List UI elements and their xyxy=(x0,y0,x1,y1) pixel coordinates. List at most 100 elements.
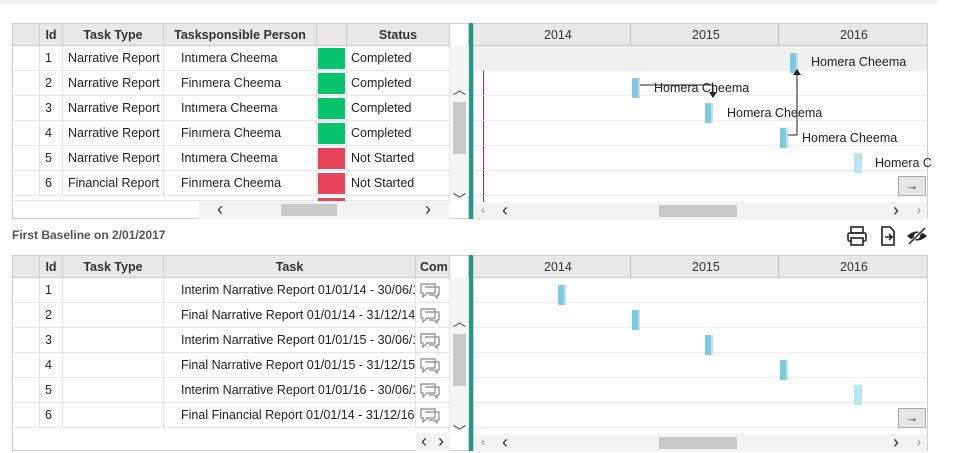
row-selector[interactable] xyxy=(13,378,40,403)
col-id[interactable]: Id xyxy=(40,24,63,46)
scroll-left-icon[interactable]: ‹ xyxy=(502,432,508,452)
scroll-down-icon[interactable]: ﹀ xyxy=(452,424,466,439)
scroll-right-icon[interactable]: › xyxy=(893,432,899,452)
col-status[interactable]: Status xyxy=(347,24,450,46)
scroll-right-icon[interactable]: › xyxy=(917,203,921,217)
row-selector[interactable] xyxy=(13,121,40,146)
table-row[interactable] xyxy=(13,196,450,201)
scroll-right-icon[interactable]: › xyxy=(438,431,444,451)
year-label: 2014 xyxy=(544,260,572,274)
gantt-bar[interactable] xyxy=(780,128,788,148)
comment-icon[interactable] xyxy=(419,282,441,300)
bottom-gantt-hscroll[interactable]: ‹ ‹ › › xyxy=(474,432,927,452)
table-row[interactable]: 3 Narrative Report Intımera Cheema Complete… xyxy=(13,96,450,121)
scroll-right-icon[interactable]: › xyxy=(425,199,431,219)
scroll-up-icon[interactable]: ︿ xyxy=(452,82,466,97)
comment-icon[interactable] xyxy=(419,382,441,400)
comment-icon[interactable] xyxy=(419,332,441,350)
row-selector[interactable] xyxy=(13,353,40,378)
row-selector[interactable] xyxy=(13,278,40,303)
table-row[interactable]: 1 Narrative Report Intımera Cheema Complete… xyxy=(13,46,450,71)
scroll-down-icon[interactable]: ﹀ xyxy=(452,192,466,207)
scroll-thumb[interactable] xyxy=(659,437,737,449)
gantt-bar[interactable] xyxy=(705,103,713,123)
baseline-bar[interactable] xyxy=(854,385,862,405)
cell-task-type xyxy=(63,403,164,428)
table-row[interactable]: 6 Final Financial Report 01/01/14 - 31/12… xyxy=(13,403,450,428)
scroll-left-icon[interactable]: ‹ xyxy=(217,199,223,219)
row-selector[interactable] xyxy=(13,328,40,353)
scroll-up-icon[interactable]: ︿ xyxy=(452,314,466,329)
baseline-bar[interactable] xyxy=(632,310,640,330)
bottom-grid-hscroll[interactable]: ‹ › xyxy=(416,431,450,451)
baseline-bar[interactable] xyxy=(780,360,788,380)
scroll-left-icon[interactable]: ‹ xyxy=(481,435,485,449)
table-row[interactable]: 1 Interim Narrative Report 01/01/14 - 30/… xyxy=(13,278,450,303)
splitter-bottom[interactable] xyxy=(469,255,473,451)
gantt-bar[interactable] xyxy=(790,53,798,73)
splitter-top[interactable] xyxy=(469,23,473,219)
row-selector[interactable] xyxy=(13,303,40,328)
bottom-grid-vscroll[interactable]: ︿ ﹀ xyxy=(450,278,469,439)
row-selector[interactable] xyxy=(13,171,40,196)
row-selector[interactable] xyxy=(13,96,40,121)
table-row[interactable]: 4 Narrative Report Finımera Cheema Complete… xyxy=(13,121,450,146)
scroll-left-icon[interactable]: ‹ xyxy=(481,203,485,217)
gantt-bar[interactable] xyxy=(632,78,640,98)
scroll-to-task-button[interactable]: → xyxy=(898,176,926,196)
col-task[interactable]: Task xyxy=(164,256,416,278)
cell-status: Completed xyxy=(347,71,450,96)
scroll-to-task-button[interactable]: → xyxy=(898,408,926,428)
col-task-type[interactable]: Task Type xyxy=(63,24,164,46)
cell-comments[interactable] xyxy=(416,378,450,403)
table-row[interactable]: 5 Interim Narrative Report 01/01/16 - 30/… xyxy=(13,378,450,403)
scroll-thumb[interactable] xyxy=(659,205,737,217)
bottom-grid-header: Id Task Type Task Com xyxy=(13,256,450,278)
top-gantt-hscroll[interactable]: ‹ ‹ › › xyxy=(474,200,927,220)
scroll-thumb[interactable] xyxy=(453,102,466,154)
row-selector[interactable] xyxy=(13,71,40,96)
gantt-bar[interactable] xyxy=(854,153,862,173)
comment-icon[interactable] xyxy=(419,407,441,425)
table-row[interactable]: 5 Narrative Report Intımera Cheema Not Star… xyxy=(13,146,450,171)
col-responsible-person[interactable]: Tasksponsible Person xyxy=(164,24,317,46)
col-comments[interactable]: Com xyxy=(416,256,450,278)
table-row[interactable]: 2 Final Narrative Report 01/01/14 - 31/12… xyxy=(13,303,450,328)
table-row[interactable]: 2 Narrative Report Finımera Cheema Complete… xyxy=(13,71,450,96)
top-grid-vscroll[interactable]: ︿ ﹀ xyxy=(450,46,469,207)
cell-task: Final Narrative Report 01/01/14 - 31/12/… xyxy=(164,303,416,328)
eye-slash-icon[interactable] xyxy=(906,225,928,247)
col-id[interactable]: Id xyxy=(40,256,63,278)
comment-icon[interactable] xyxy=(419,357,441,375)
baseline-bar[interactable] xyxy=(705,335,713,355)
row-selector[interactable] xyxy=(13,146,40,171)
table-row[interactable]: 4 Final Narrative Report 01/01/15 - 31/12… xyxy=(13,353,450,378)
scroll-thumb[interactable] xyxy=(281,204,337,216)
row-selector[interactable] xyxy=(13,403,40,428)
comment-icon[interactable] xyxy=(419,307,441,325)
cell-comments[interactable] xyxy=(416,353,450,378)
export-icon[interactable] xyxy=(877,225,899,247)
col-task-type[interactable]: Task Type xyxy=(63,256,164,278)
cell-comments[interactable] xyxy=(416,303,450,328)
cell-comments[interactable] xyxy=(416,328,450,353)
baseline-title: First Baseline on 2/01/2017 xyxy=(12,228,166,242)
col-status-color[interactable] xyxy=(317,24,347,46)
printer-icon[interactable] xyxy=(846,225,868,247)
table-row[interactable]: 3 Interim Narrative Report 01/01/15 - 30/… xyxy=(13,328,450,353)
cell-comments[interactable] xyxy=(416,278,450,303)
row-selector[interactable] xyxy=(13,46,40,71)
cell-responsible-person: Intımera Cheema xyxy=(164,46,317,71)
col-select[interactable] xyxy=(13,256,40,278)
scroll-thumb[interactable] xyxy=(453,334,466,386)
table-row[interactable]: 6 Financial Report Finımera Cheema Not Star… xyxy=(13,171,450,196)
scroll-right-icon[interactable]: › xyxy=(917,435,921,449)
cell-responsible-person: Intımera Cheema xyxy=(164,96,317,121)
scroll-left-icon[interactable]: ‹ xyxy=(421,431,427,451)
col-select[interactable] xyxy=(13,24,40,46)
baseline-bar[interactable] xyxy=(558,285,566,305)
cell-comments[interactable] xyxy=(416,403,450,428)
scroll-right-icon[interactable]: › xyxy=(893,200,899,220)
scroll-left-icon[interactable]: ‹ xyxy=(502,200,508,220)
top-grid-hscroll[interactable]: ‹ › xyxy=(199,199,449,219)
